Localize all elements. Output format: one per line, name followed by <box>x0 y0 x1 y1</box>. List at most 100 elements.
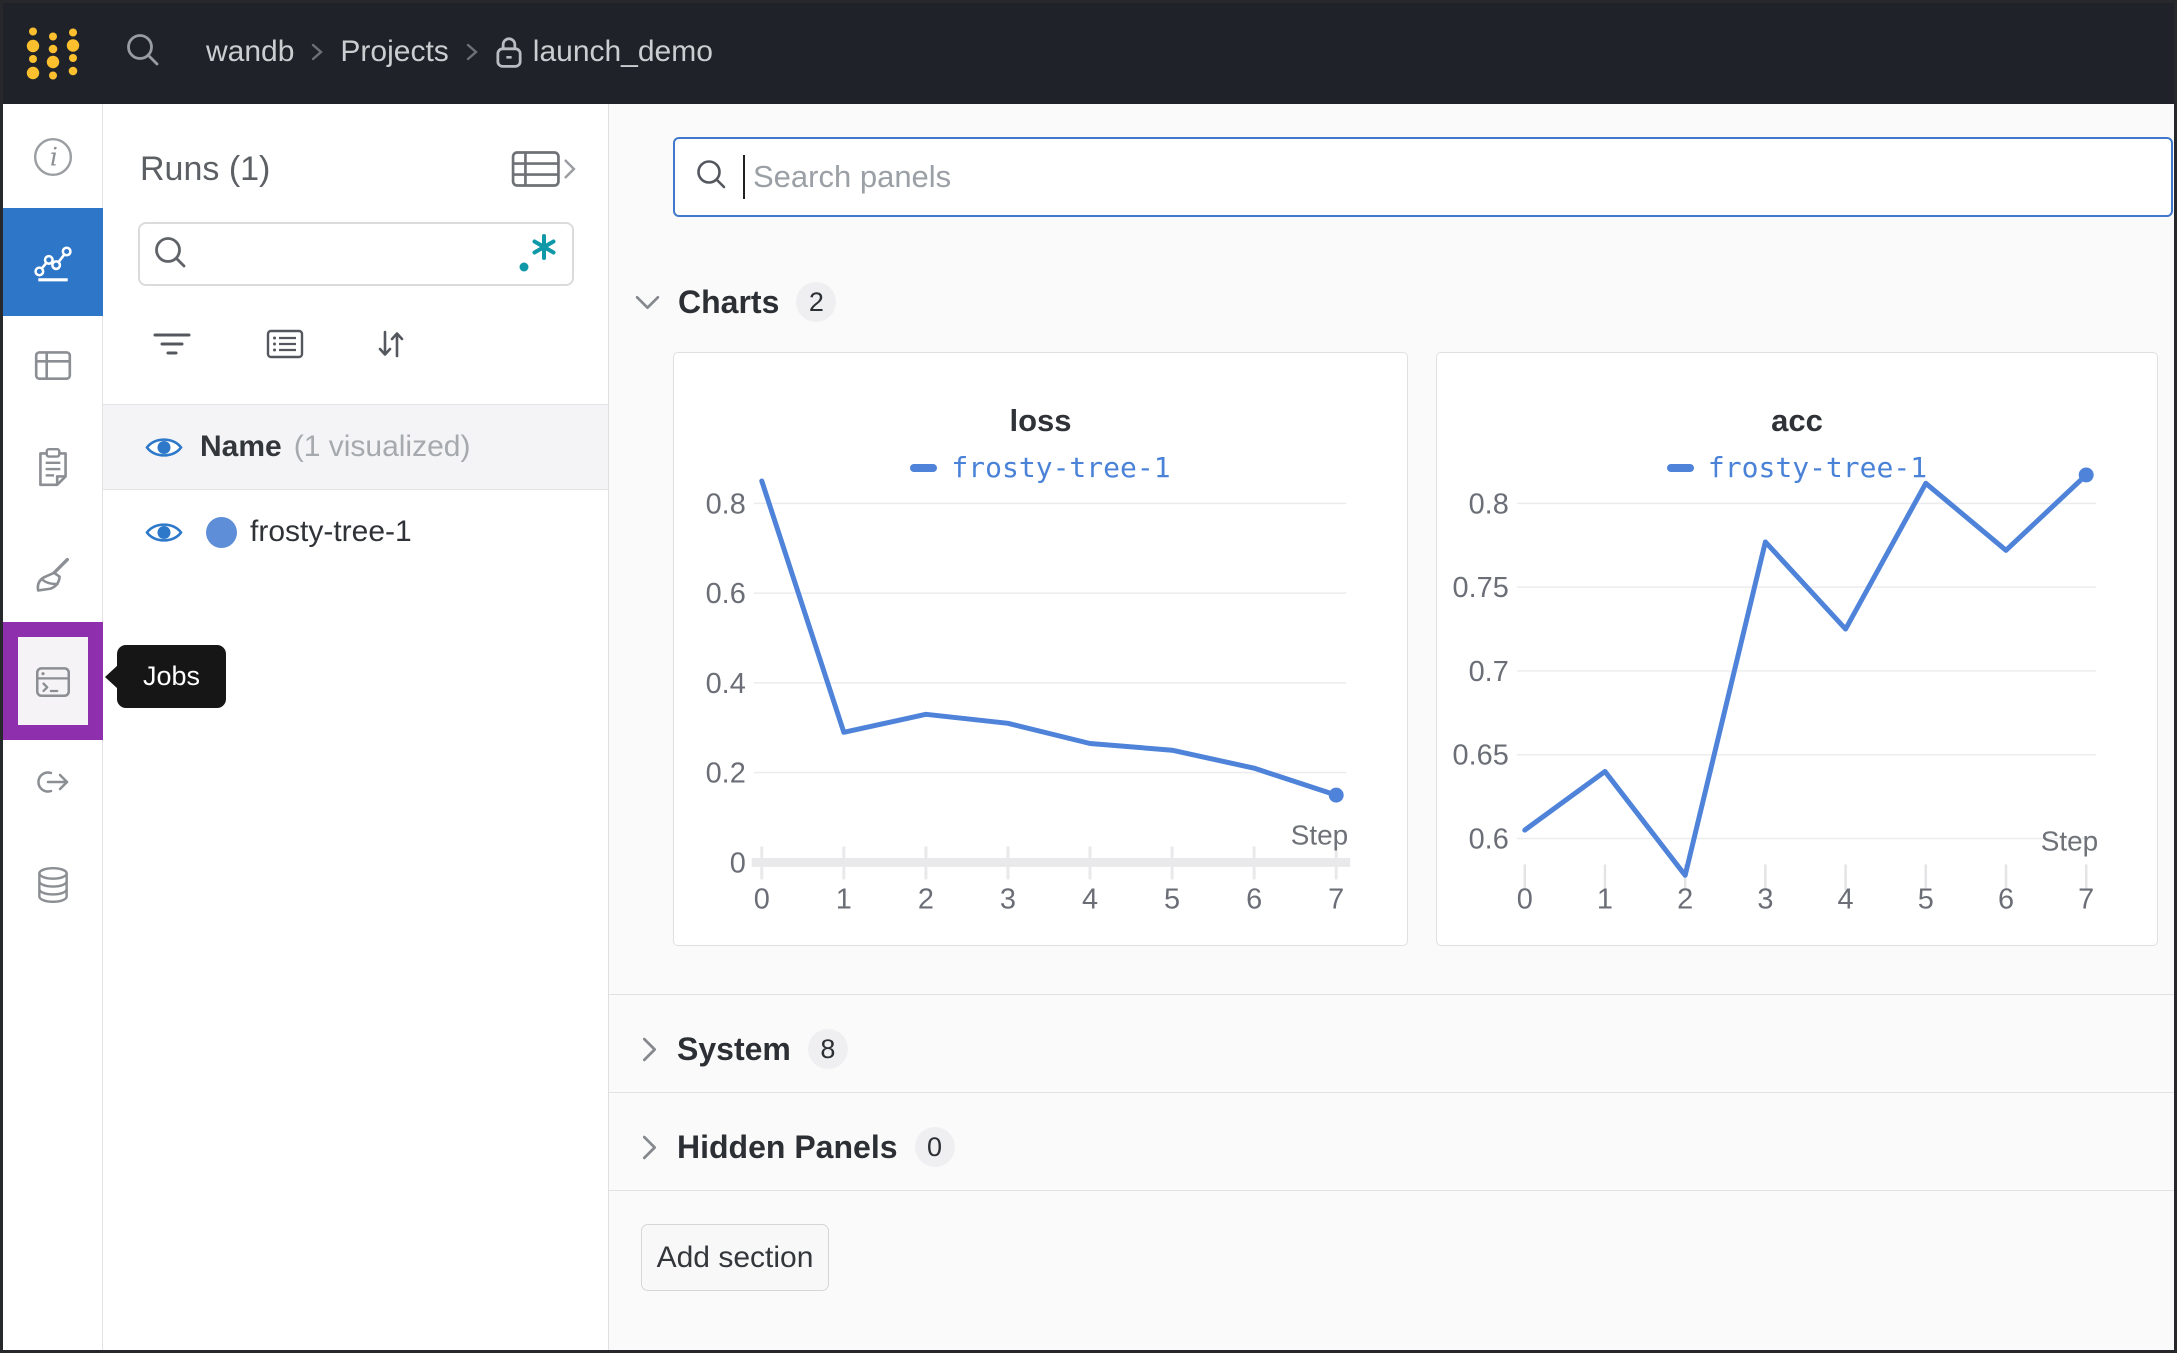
breadcrumb-home[interactable]: wandb <box>206 35 294 69</box>
svg-text:0.2: 0.2 <box>706 758 746 790</box>
top-bar: wandb Projects launch_demo <box>0 0 2177 104</box>
sidebar-item-sweeps[interactable] <box>3 543 103 607</box>
svg-text:1: 1 <box>836 883 852 915</box>
svg-text:0: 0 <box>1517 883 1533 915</box>
section-label: Charts <box>678 284 779 321</box>
eye-visible-icon[interactable] <box>145 434 183 461</box>
jobs-tooltip: Jobs <box>117 645 226 708</box>
chevron-right-icon <box>465 42 479 62</box>
visualized-count-label: (1 visualized) <box>294 430 471 464</box>
panel-card-loss[interactable]: loss frosty-tree-1 00.20.40.60.801234567… <box>673 352 1408 946</box>
chevron-right-icon[interactable] <box>639 1134 660 1161</box>
column-name-label: Name <box>200 430 282 464</box>
svg-text:2: 2 <box>918 883 934 915</box>
sort-icon[interactable] <box>371 324 411 364</box>
eye-visible-icon[interactable] <box>145 519 183 546</box>
svg-text:0.7: 0.7 <box>1469 656 1509 688</box>
runs-search-box <box>138 222 574 286</box>
legend-run-name: frosty-tree-1 <box>951 451 1170 484</box>
svg-text:Step: Step <box>1291 819 1348 850</box>
sidebar-item-jobs-highlighted[interactable] <box>3 622 103 740</box>
section-label: Hidden Panels <box>677 1129 898 1166</box>
sidebar-item-overview[interactable]: i <box>3 125 103 189</box>
breadcrumb: wandb Projects launch_demo <box>206 0 713 104</box>
database-icon <box>32 863 74 909</box>
section-count-badge: 2 <box>796 282 836 322</box>
svg-text:2: 2 <box>1677 883 1693 915</box>
sidebar-item-reports[interactable] <box>3 435 103 499</box>
panel-search-box <box>673 137 2173 217</box>
loss-plot: 00.20.40.60.801234567Step <box>674 353 1407 945</box>
chevron-down-icon[interactable] <box>634 291 661 314</box>
chart-legend: frosty-tree-1 <box>1437 451 2157 484</box>
filter-icon[interactable] <box>152 324 192 364</box>
chart-title: acc <box>1437 403 2157 439</box>
svg-text:0.6: 0.6 <box>706 578 746 610</box>
line-chart-icon <box>32 241 74 283</box>
terminal-jobs-icon <box>31 660 75 702</box>
run-name: frosty-tree-1 <box>250 515 412 549</box>
run-color-dot <box>206 517 237 548</box>
run-row[interactable]: frosty-tree-1 <box>103 490 608 574</box>
sidebar-item-workspace-active[interactable] <box>3 208 103 316</box>
regex-toggle-icon[interactable] <box>516 231 562 277</box>
chevron-right-icon <box>310 42 324 62</box>
panel-card-acc[interactable]: acc frosty-tree-1 0.60.650.70.750.801234… <box>1436 352 2158 946</box>
section-label: System <box>677 1031 791 1068</box>
sidebar-item-table[interactable] <box>3 333 103 397</box>
section-header-hidden-panels[interactable]: Hidden Panels 0 <box>639 1127 955 1167</box>
svg-text:4: 4 <box>1082 883 1098 915</box>
wandb-logo[interactable] <box>24 22 88 84</box>
info-icon: i <box>32 136 74 178</box>
runs-table-expand-icon[interactable] <box>511 150 577 188</box>
legend-dash-icon <box>1667 464 1694 472</box>
add-section-button[interactable]: Add section <box>641 1224 829 1291</box>
tooltip-arrow <box>105 665 118 689</box>
svg-text:4: 4 <box>1838 883 1854 915</box>
section-header-charts[interactable]: Charts 2 <box>634 282 836 322</box>
runs-header-row[interactable]: Name (1 visualized) <box>103 405 608 489</box>
tooltip-label: Jobs <box>143 661 200 692</box>
svg-text:Step: Step <box>2041 825 2098 856</box>
search-icon <box>152 235 190 273</box>
acc-plot: 0.60.650.70.750.801234567Step <box>1437 353 2157 945</box>
svg-text:6: 6 <box>1998 883 2014 915</box>
chevron-right-icon[interactable] <box>639 1036 660 1063</box>
sidebar-item-launch[interactable] <box>3 750 103 814</box>
divider <box>609 994 2174 995</box>
svg-text:3: 3 <box>1757 883 1773 915</box>
svg-text:3: 3 <box>1000 883 1016 915</box>
svg-text:0.4: 0.4 <box>706 668 746 700</box>
svg-text:5: 5 <box>1164 883 1180 915</box>
panel-search-input[interactable] <box>745 159 2171 195</box>
sidebar-item-artifacts[interactable] <box>3 854 103 918</box>
legend-run-name: frosty-tree-1 <box>1708 451 1927 484</box>
svg-text:0: 0 <box>730 847 746 879</box>
section-count-badge: 8 <box>808 1029 848 1069</box>
breadcrumb-project-name[interactable]: launch_demo <box>533 35 713 69</box>
link-arrow-icon <box>31 762 75 802</box>
svg-text:7: 7 <box>2078 883 2094 915</box>
svg-text:0.65: 0.65 <box>1453 740 1509 772</box>
divider <box>609 1190 2174 1191</box>
chart-title: loss <box>674 403 1407 439</box>
table-icon <box>31 344 75 386</box>
runs-panel-title: Runs (1) <box>140 150 270 189</box>
section-header-system[interactable]: System 8 <box>639 1029 848 1069</box>
svg-text:0.75: 0.75 <box>1453 572 1509 604</box>
svg-text:i: i <box>50 142 58 171</box>
svg-text:0.8: 0.8 <box>706 488 746 520</box>
runs-panel: Runs (1) <box>103 104 608 1350</box>
list-view-icon[interactable] <box>265 324 305 364</box>
runs-toolbar <box>103 318 608 378</box>
runs-search-input[interactable] <box>198 238 516 270</box>
svg-text:6: 6 <box>1246 883 1262 915</box>
search-icon[interactable] <box>124 32 162 72</box>
search-icon <box>695 159 731 195</box>
divider <box>609 1092 2174 1093</box>
left-nav-sidebar: i <box>3 104 103 1350</box>
breadcrumb-projects[interactable]: Projects <box>340 35 448 69</box>
svg-text:1: 1 <box>1597 883 1613 915</box>
svg-text:0.6: 0.6 <box>1469 823 1509 855</box>
section-count-badge: 0 <box>915 1127 955 1167</box>
